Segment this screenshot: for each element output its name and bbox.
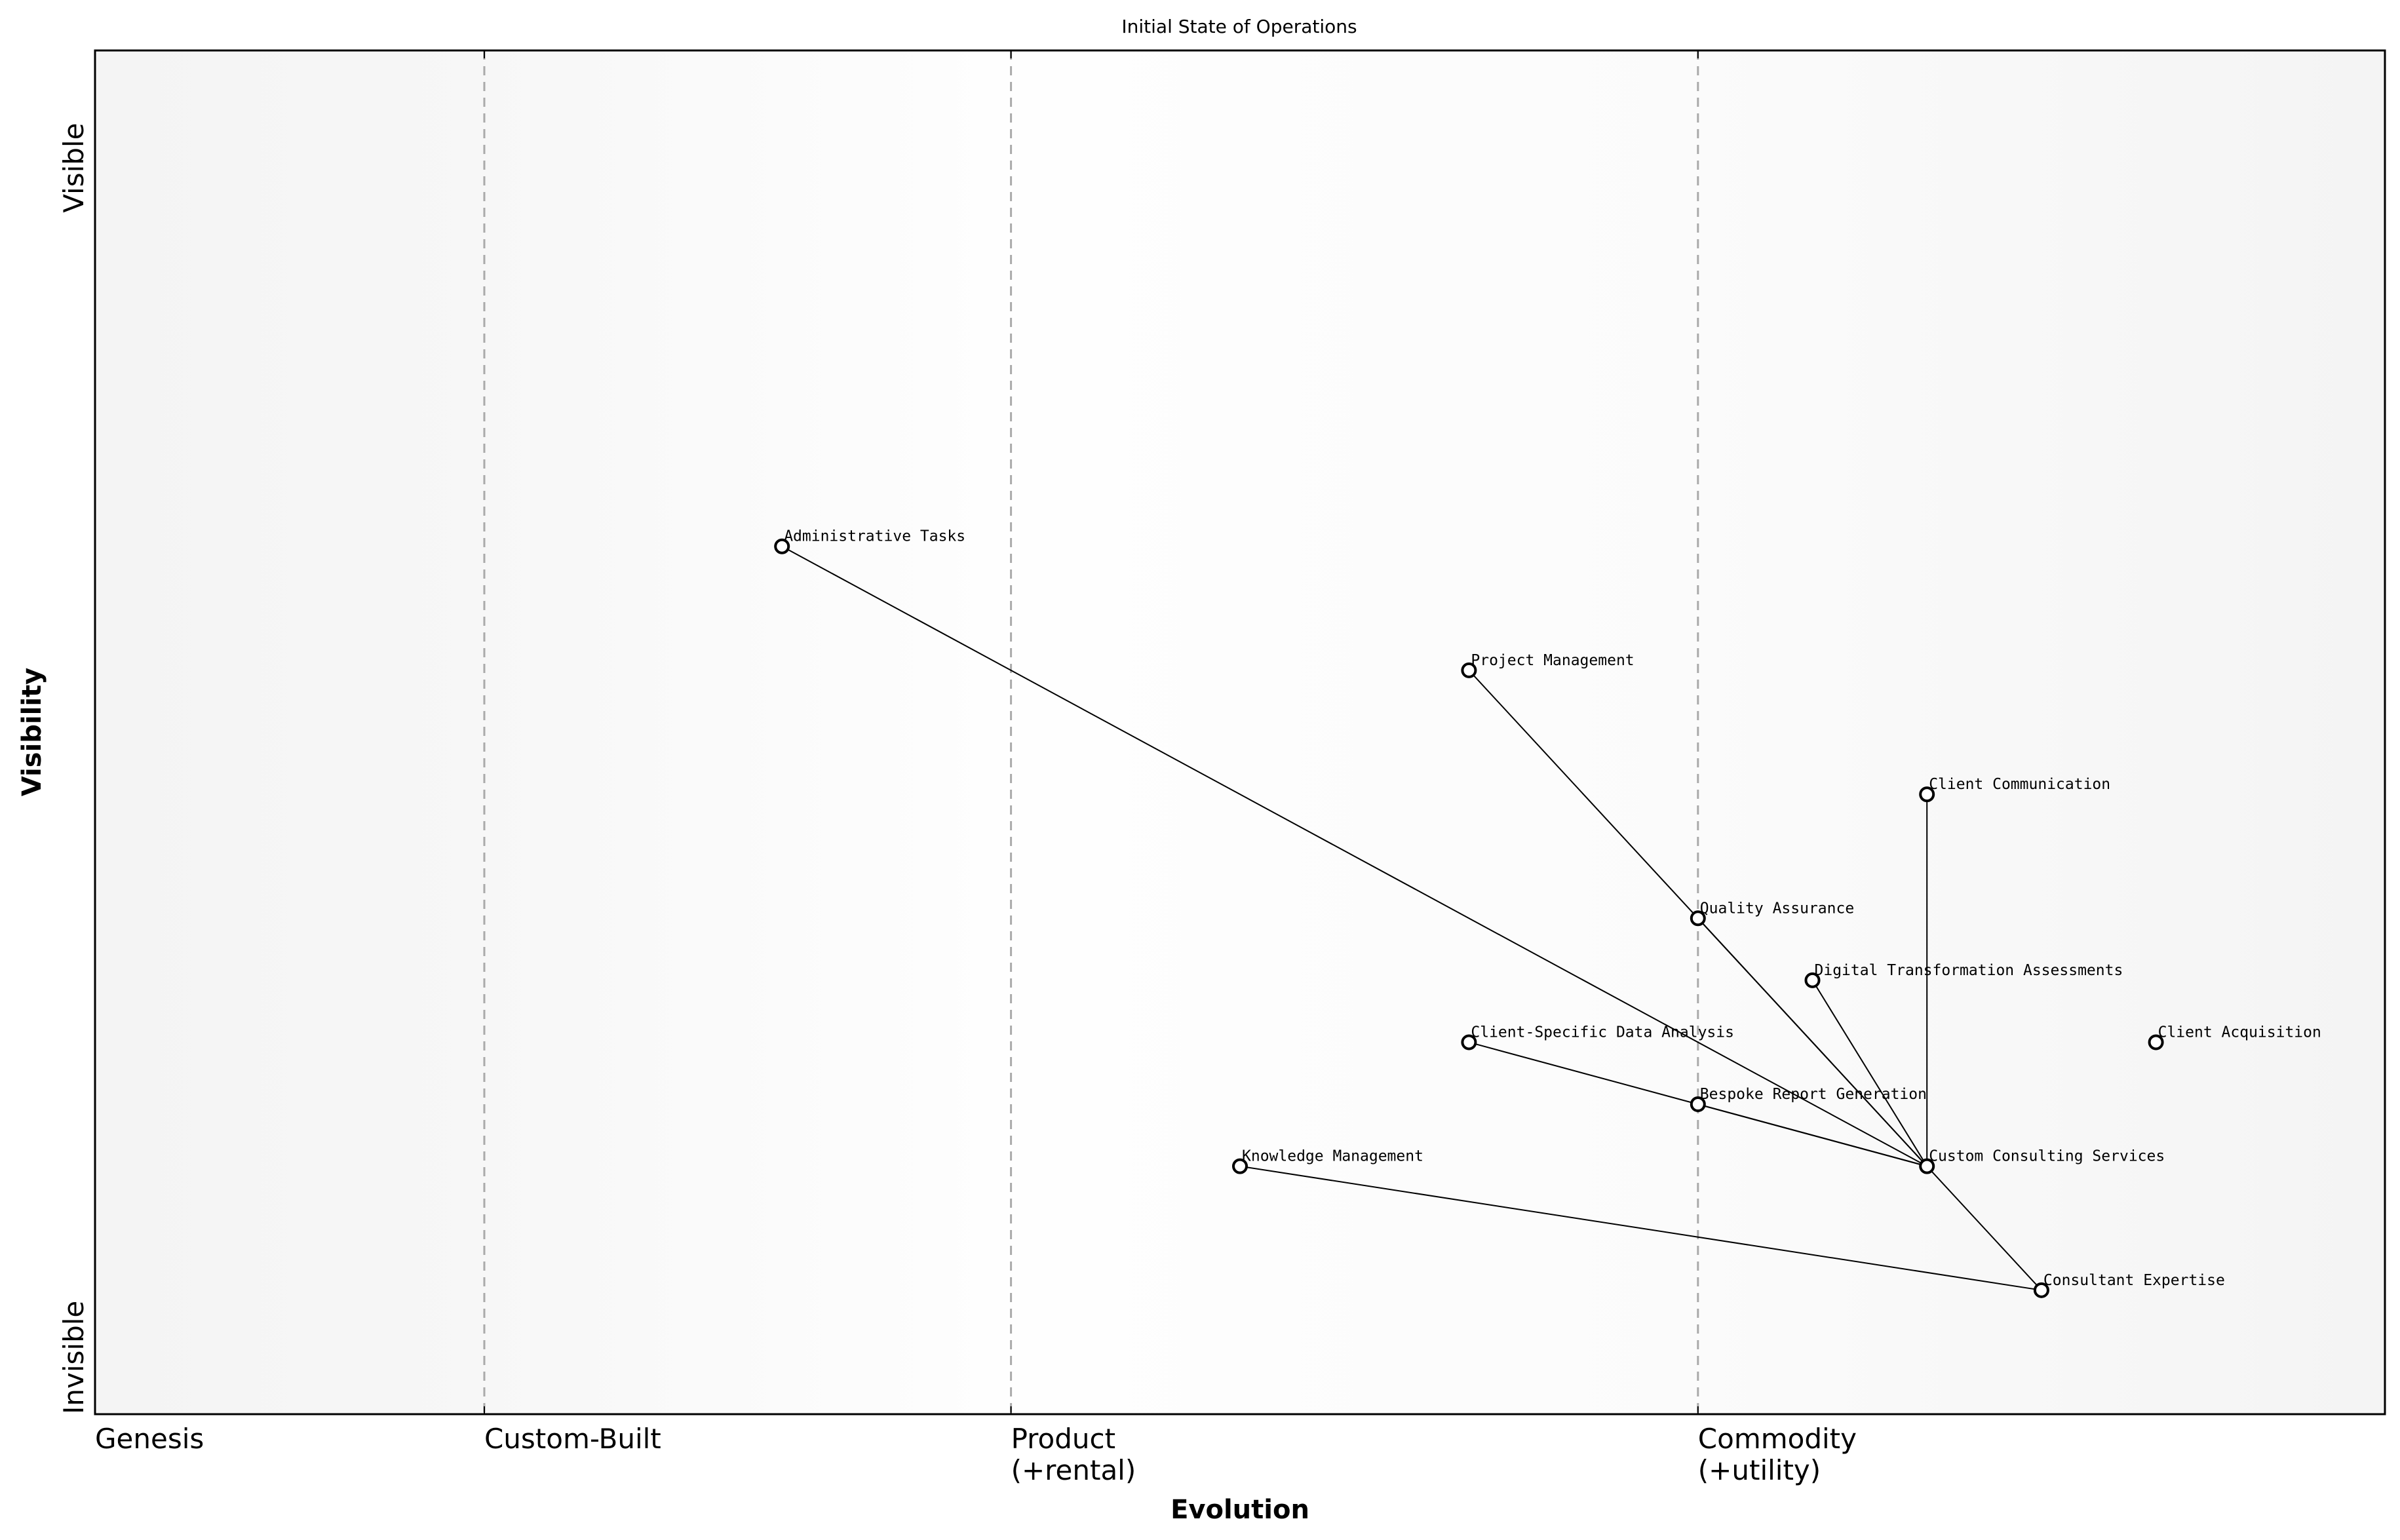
y-axis-label: Visibility [17, 668, 47, 796]
dependency-edge [1239, 1165, 2042, 1291]
component-marker[interactable] [1232, 1158, 1248, 1174]
component-node[interactable]: Project Management [1461, 652, 1635, 678]
component-node[interactable]: Quality Assurance [1690, 900, 1854, 927]
component-label: Custom Consulting Services [1929, 1148, 2165, 1165]
component-node[interactable]: Digital Transformation Assessments [1804, 962, 2123, 988]
component-label: Project Management [1471, 652, 1634, 669]
component-label: Administrative Tasks [784, 528, 965, 545]
dependency-edge [1811, 980, 1928, 1167]
component-marker[interactable] [1461, 1034, 1477, 1050]
chart-title: Initial State of Operations [1121, 16, 1357, 37]
x-tick-label: Commodity (+utility) [1698, 1423, 1857, 1486]
component-marker[interactable] [1919, 786, 1935, 803]
x-axis-label: Evolution [1171, 1495, 1309, 1525]
x-tick-label: Product (+rental) [1011, 1423, 1136, 1486]
component-marker[interactable] [1690, 910, 1706, 927]
component-label: Client Communication [1929, 776, 2110, 793]
component-node[interactable]: Consultant Expertise [2033, 1272, 2225, 1298]
dependency-edge [781, 545, 1927, 1167]
component-label: Digital Transformation Assessments [1815, 962, 2123, 979]
component-node[interactable]: Custom Consulting Services [1919, 1148, 2165, 1174]
component-label: Client-Specific Data Analysis [1471, 1024, 1734, 1041]
dependency-edge [1697, 1104, 1927, 1167]
component-marker[interactable] [1804, 972, 1821, 988]
component-marker[interactable] [1690, 1096, 1706, 1113]
x-tick-label: Custom-Built [484, 1423, 661, 1455]
component-node[interactable]: Knowledge Management [1232, 1148, 1423, 1174]
component-marker[interactable] [2148, 1034, 2164, 1050]
component-label: Bespoke Report Generation [1700, 1086, 1927, 1103]
x-tick-label: Genesis [95, 1423, 204, 1455]
plot-frame [94, 49, 2386, 1415]
component-label: Quality Assurance [1700, 900, 1854, 917]
component-label: Client Acquisition [2158, 1024, 2321, 1041]
y-tick-label: Invisible [58, 1301, 90, 1414]
component-marker[interactable] [1461, 662, 1477, 678]
component-label: Knowledge Management [1242, 1148, 1423, 1165]
dependency-edge [1697, 917, 1927, 1167]
component-label: Consultant Expertise [2043, 1272, 2225, 1289]
component-marker[interactable] [1919, 1158, 1935, 1174]
y-tick-label: Visible [58, 123, 90, 213]
plot-area [95, 50, 2385, 1414]
component-marker[interactable] [774, 538, 790, 554]
component-node[interactable]: Client Communication [1919, 776, 2110, 803]
component-node[interactable]: Bespoke Report Generation [1690, 1086, 1927, 1113]
component-marker[interactable] [2033, 1282, 2049, 1298]
component-node[interactable]: Client Acquisition [2148, 1024, 2321, 1050]
component-node[interactable]: Client-Specific Data Analysis [1461, 1024, 1734, 1050]
dependency-edge [1926, 1165, 2042, 1291]
component-node[interactable]: Administrative Tasks [774, 528, 965, 554]
